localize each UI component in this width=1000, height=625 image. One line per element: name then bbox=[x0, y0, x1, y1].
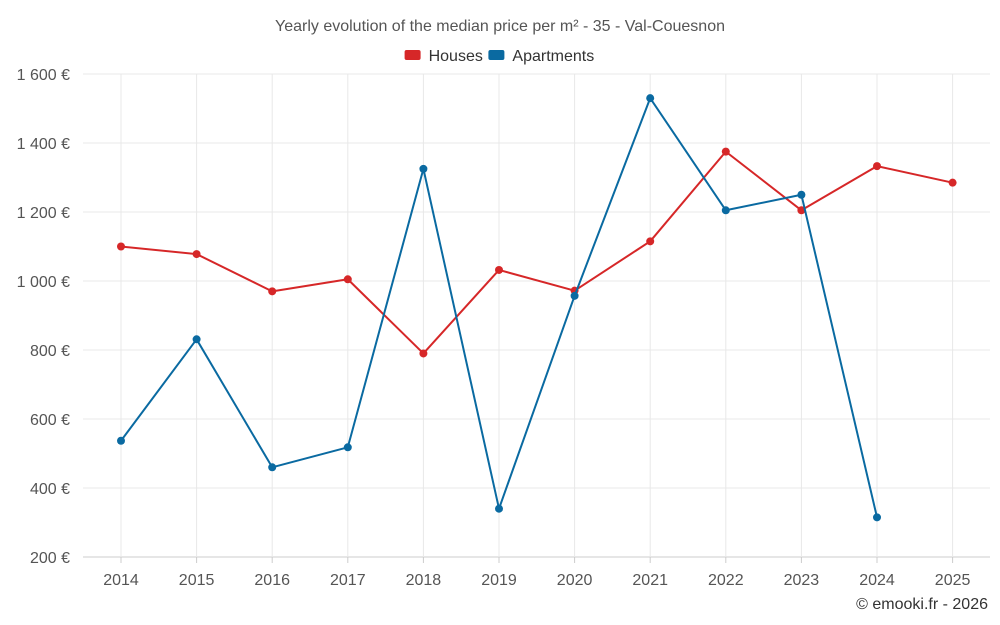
data-point-apartments[interactable] bbox=[646, 94, 655, 103]
data-point-apartments[interactable] bbox=[192, 335, 201, 344]
data-point-apartments[interactable] bbox=[797, 190, 806, 199]
y-axis: 200 € 400 € 600 € 800 € 1 000 € 1 200 € 1 400 … bbox=[17, 67, 70, 567]
series-line-houses bbox=[120, 150, 953, 355]
x-tick-label: 2025 bbox=[935, 572, 971, 589]
grid bbox=[83, 73, 990, 558]
data-point-apartments[interactable] bbox=[873, 513, 881, 522]
plot-area bbox=[117, 94, 957, 522]
chart-title: Yearly evolution of the median price per… bbox=[275, 18, 725, 35]
legend-label-houses[interactable]: Houses bbox=[429, 48, 483, 65]
x-axis: 2014 2015 2016 2017 2018 2019 2020 2021 2022 2023… bbox=[103, 557, 970, 589]
x-tick-label: 2023 bbox=[784, 572, 820, 589]
credit: © emooki.fr - 2026 bbox=[856, 596, 988, 613]
x-tick-label: 2016 bbox=[254, 572, 290, 589]
data-point-houses[interactable] bbox=[948, 178, 957, 187]
data-point-houses[interactable] bbox=[117, 242, 125, 251]
y-tick-label: 1 600 € bbox=[17, 67, 70, 84]
x-tick-label: 2017 bbox=[330, 572, 366, 589]
data-point-apartments[interactable] bbox=[721, 206, 730, 215]
y-tick-label: 800 € bbox=[30, 343, 70, 360]
y-tick-label: 400 € bbox=[30, 481, 70, 498]
y-tick-label: 1 200 € bbox=[17, 205, 70, 222]
x-tick-label: 2020 bbox=[557, 572, 593, 589]
data-point-houses[interactable] bbox=[268, 287, 277, 296]
x-tick-label: 2022 bbox=[708, 572, 744, 589]
legend-label-apartments[interactable]: Apartments bbox=[512, 48, 594, 65]
data-point-houses[interactable] bbox=[873, 162, 881, 171]
y-tick-label: 600 € bbox=[30, 412, 70, 429]
data-point-apartments[interactable] bbox=[117, 436, 125, 445]
y-tick-label: 1 400 € bbox=[17, 136, 70, 153]
x-tick-label: 2014 bbox=[103, 572, 139, 589]
data-point-houses[interactable] bbox=[646, 237, 655, 246]
x-tick-label: 2019 bbox=[481, 572, 517, 589]
legend-swatch-houses bbox=[404, 50, 421, 60]
x-tick-label: 2024 bbox=[859, 572, 895, 589]
data-point-houses[interactable] bbox=[343, 275, 352, 284]
x-tick-label: 2018 bbox=[406, 572, 442, 589]
data-point-houses[interactable] bbox=[192, 250, 201, 259]
data-point-houses[interactable] bbox=[419, 349, 428, 358]
x-tick-label: 2015 bbox=[179, 572, 215, 589]
data-point-apartments[interactable] bbox=[495, 504, 503, 513]
data-point-houses[interactable] bbox=[797, 206, 806, 215]
y-tick-label: 200 € bbox=[30, 550, 70, 567]
legend-swatch-apartments bbox=[488, 50, 505, 60]
x-tick-label: 2021 bbox=[632, 572, 668, 589]
data-point-apartments[interactable] bbox=[570, 291, 579, 300]
legend: Houses Apartments bbox=[404, 48, 594, 65]
data-point-apartments[interactable] bbox=[419, 164, 428, 173]
data-point-apartments[interactable] bbox=[343, 443, 352, 452]
y-tick-label: 1 000 € bbox=[17, 274, 70, 291]
data-point-houses[interactable] bbox=[495, 265, 503, 274]
data-point-houses[interactable] bbox=[721, 147, 730, 156]
data-point-apartments[interactable] bbox=[268, 463, 277, 472]
